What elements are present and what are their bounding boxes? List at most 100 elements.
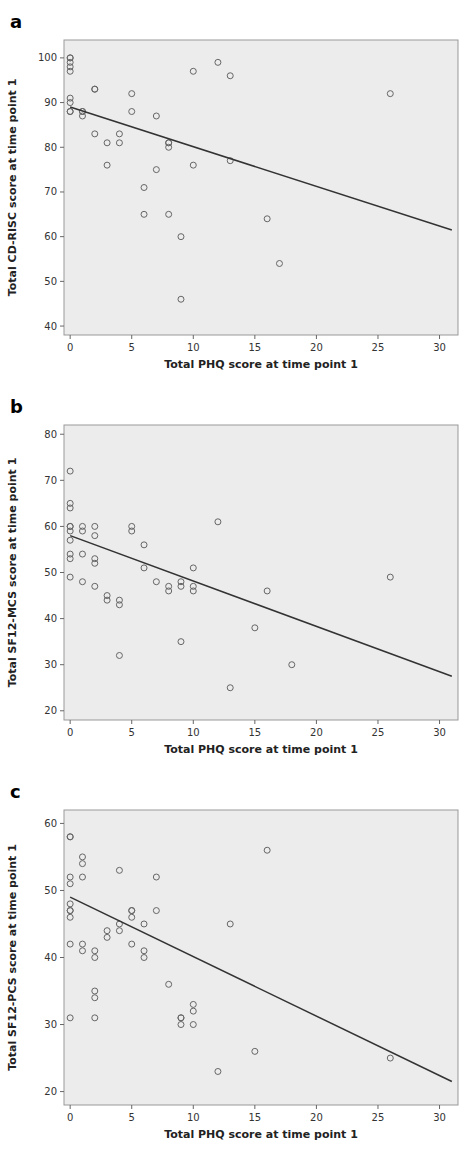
y-tick <box>60 890 64 891</box>
scatter-point <box>178 1022 184 1028</box>
x-tick-label: 10 <box>187 727 200 738</box>
scatter-point <box>92 86 98 92</box>
scatter-point <box>289 662 295 668</box>
y-tick <box>60 281 64 282</box>
panel-label: b <box>10 396 23 417</box>
scatter-point <box>387 574 393 580</box>
scatter-point <box>141 542 147 548</box>
scatter-point <box>67 100 73 106</box>
scatter-point <box>153 113 159 119</box>
scatter-point <box>153 579 159 585</box>
scatter-point <box>215 59 221 65</box>
x-axis-label: Total PHQ score at time point 1 <box>164 1128 358 1141</box>
scatter-point <box>129 109 135 115</box>
y-tick-label: 80 <box>44 429 57 440</box>
scatter-point <box>178 1015 184 1021</box>
y-tick-label: 80 <box>44 142 57 153</box>
scatter-point <box>92 988 98 994</box>
marks <box>67 468 452 691</box>
chart: 051015202530405060708090100Total PHQ sco… <box>0 0 474 1155</box>
plot-background <box>64 425 458 720</box>
scatter-point <box>104 140 110 146</box>
scatter-point <box>129 528 135 534</box>
scatter-point <box>166 981 172 987</box>
regression-line <box>70 107 452 230</box>
x-tick-label: 20 <box>310 342 323 353</box>
scatter-point <box>141 185 147 191</box>
scatter-point <box>116 867 122 873</box>
y-tick <box>60 236 64 237</box>
x-tick <box>316 720 317 724</box>
x-tick <box>439 1105 440 1109</box>
scatter-point <box>67 1015 73 1021</box>
scatter-point <box>264 216 270 222</box>
scatter-point <box>141 948 147 954</box>
scatter-point <box>67 505 73 511</box>
panel: 05101520253020304050607080Total PHQ scor… <box>6 396 458 756</box>
scatter-point <box>153 167 159 173</box>
scatter-point <box>190 588 196 594</box>
scatter-point <box>67 109 73 115</box>
y-tick-label: 50 <box>44 885 57 896</box>
scatter-point <box>79 941 85 947</box>
scatter-point <box>129 91 135 97</box>
x-tick <box>254 335 255 339</box>
scatter-point <box>141 565 147 571</box>
scatter-point <box>153 874 159 880</box>
x-tick <box>193 720 194 724</box>
scatter-point <box>190 1001 196 1007</box>
regression-line <box>70 536 452 677</box>
x-tick <box>70 1105 71 1109</box>
y-tick-label: 60 <box>44 521 57 532</box>
scatter-point <box>387 1055 393 1061</box>
scatter-point <box>92 1015 98 1021</box>
scatter-point <box>215 519 221 525</box>
scatter-point <box>104 162 110 168</box>
scatter-point <box>141 955 147 961</box>
scatter-point <box>215 1068 221 1074</box>
y-tick <box>60 710 64 711</box>
x-axis-label: Total PHQ score at time point 1 <box>164 358 358 371</box>
x-tick <box>316 335 317 339</box>
scatter-point <box>104 928 110 934</box>
y-tick-label: 30 <box>44 1019 57 1030</box>
y-tick-label: 30 <box>44 659 57 670</box>
scatter-point <box>104 934 110 940</box>
scatter-point <box>92 523 98 529</box>
scatter-point <box>79 861 85 867</box>
scatter-point <box>67 874 73 880</box>
y-tick <box>60 57 64 58</box>
y-tick-label: 60 <box>44 231 57 242</box>
scatter-point <box>264 847 270 853</box>
x-tick <box>193 1105 194 1109</box>
x-tick-label: 0 <box>67 342 73 353</box>
marks <box>67 834 452 1082</box>
scatter-point <box>116 928 122 934</box>
marks <box>67 55 452 302</box>
y-tick-label: 50 <box>44 276 57 287</box>
x-tick-label: 15 <box>248 1112 261 1123</box>
x-tick-label: 30 <box>433 342 446 353</box>
scatter-point <box>116 652 122 658</box>
y-axis-label: Total CD-RISC score at time point 1 <box>6 79 19 297</box>
x-tick <box>193 335 194 339</box>
x-tick-label: 10 <box>187 342 200 353</box>
x-tick <box>254 720 255 724</box>
y-tick-label: 40 <box>44 613 57 624</box>
plot-frame <box>64 810 458 1105</box>
scatter-point <box>92 955 98 961</box>
scatter-point <box>67 941 73 947</box>
y-tick-label: 100 <box>38 52 57 63</box>
scatter-point <box>227 73 233 79</box>
panel-label: a <box>10 11 22 32</box>
scatter-point <box>178 583 184 589</box>
y-tick <box>60 326 64 327</box>
x-tick <box>70 720 71 724</box>
y-tick-label: 70 <box>44 186 57 197</box>
scatter-point <box>67 881 73 887</box>
scatter-point <box>178 234 184 240</box>
scatter-point <box>67 537 73 543</box>
scatter-point <box>129 941 135 947</box>
y-tick <box>60 664 64 665</box>
x-tick <box>377 720 378 724</box>
